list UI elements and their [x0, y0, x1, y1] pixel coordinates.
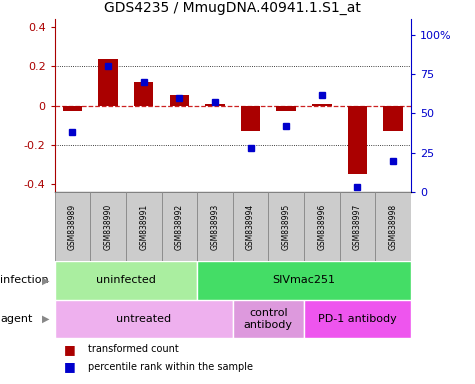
- Bar: [205, 104, 225, 106]
- Text: GSM838995: GSM838995: [282, 204, 291, 250]
- Text: GSM838992: GSM838992: [175, 204, 184, 250]
- Bar: [162, 192, 197, 261]
- Bar: [304, 192, 340, 261]
- Text: GSM838990: GSM838990: [104, 204, 113, 250]
- Bar: [312, 104, 332, 106]
- Text: ■: ■: [64, 360, 76, 373]
- Bar: [383, 106, 403, 131]
- Bar: [375, 192, 411, 261]
- Text: GSM838998: GSM838998: [389, 204, 398, 250]
- Bar: [241, 106, 260, 131]
- Bar: [233, 300, 304, 338]
- Bar: [98, 60, 118, 106]
- Text: GSM838997: GSM838997: [353, 204, 362, 250]
- Text: infection: infection: [0, 275, 48, 285]
- Text: control
antibody: control antibody: [244, 308, 293, 329]
- Bar: [197, 192, 233, 261]
- Text: GSM838991: GSM838991: [139, 204, 148, 250]
- Text: agent: agent: [0, 314, 32, 324]
- Text: ■: ■: [64, 343, 76, 356]
- Bar: [63, 106, 82, 111]
- Bar: [304, 300, 411, 338]
- Text: SIVmac251: SIVmac251: [273, 275, 335, 285]
- Text: PD-1 antibody: PD-1 antibody: [318, 314, 397, 324]
- Text: ▶: ▶: [42, 314, 50, 324]
- Bar: [233, 192, 268, 261]
- Bar: [170, 95, 189, 106]
- Text: ▶: ▶: [42, 275, 50, 285]
- Bar: [126, 192, 162, 261]
- Text: GSM838989: GSM838989: [68, 204, 77, 250]
- Bar: [55, 192, 90, 261]
- Title: GDS4235 / MmugDNA.40941.1.S1_at: GDS4235 / MmugDNA.40941.1.S1_at: [104, 2, 361, 15]
- Text: untreated: untreated: [116, 314, 171, 324]
- Bar: [90, 192, 126, 261]
- Text: transformed count: transformed count: [88, 344, 179, 354]
- Bar: [268, 192, 304, 261]
- Bar: [55, 300, 233, 338]
- Bar: [348, 106, 367, 174]
- Bar: [55, 261, 197, 300]
- Bar: [197, 261, 411, 300]
- Bar: [276, 106, 296, 111]
- Text: GSM838993: GSM838993: [210, 204, 219, 250]
- Text: GSM838994: GSM838994: [246, 204, 255, 250]
- Bar: [340, 192, 375, 261]
- Bar: [134, 82, 153, 106]
- Text: percentile rank within the sample: percentile rank within the sample: [88, 362, 253, 372]
- Text: GSM838996: GSM838996: [317, 204, 326, 250]
- Text: uninfected: uninfected: [96, 275, 156, 285]
